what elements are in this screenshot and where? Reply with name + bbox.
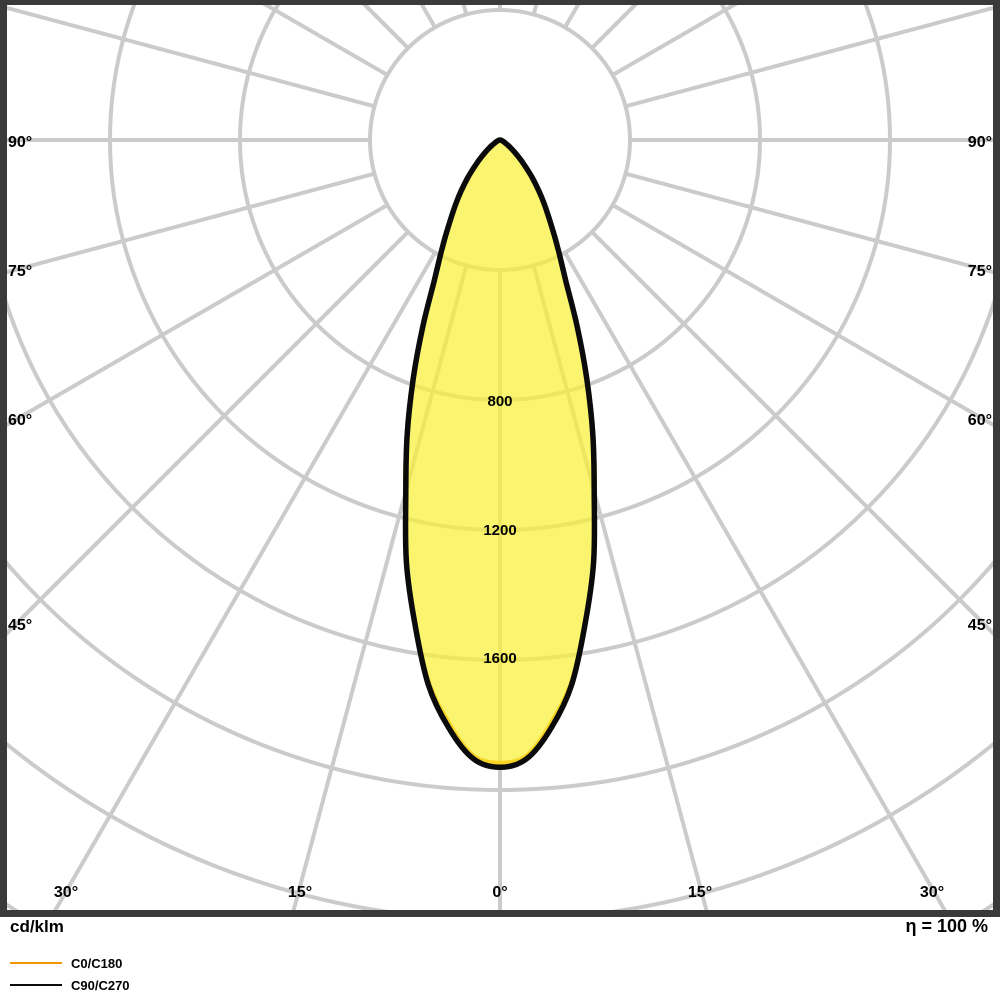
- angle-label-right-45: 45°: [967, 617, 992, 634]
- legend-swatch-c0c180: [10, 962, 62, 964]
- angle-label-left-90: 90°: [8, 134, 33, 151]
- legend-item-c0c180: C0/C180: [10, 952, 130, 974]
- angle-label-bottom-30R: 30°: [919, 884, 945, 901]
- angle-label-right-60: 60°: [967, 412, 992, 429]
- radial-label-800: 800: [487, 393, 513, 410]
- angle-label-right-90: 90°: [967, 134, 992, 151]
- efficiency-label: η = 100 %: [905, 916, 988, 936]
- beam-curve-c90-c270: [402, 137, 598, 771]
- angle-label-bottom-30L: 30°: [53, 884, 79, 901]
- angle-label-left-75: 75°: [8, 263, 33, 280]
- plot-frame: [0, 0, 1000, 917]
- angle-label-bottom-15L: 15°: [287, 884, 313, 901]
- legend-swatch-c90c270: [10, 984, 62, 986]
- legend: C0/C180 C90/C270: [10, 952, 130, 996]
- radial-label-1600: 1600: [483, 650, 517, 667]
- angle-label-left-60: 60°: [8, 412, 33, 429]
- legend-item-c90c270: C90/C270: [10, 974, 130, 996]
- legend-label-c90c270: C90/C270: [71, 977, 130, 993]
- unit-label: cd/klm: [10, 917, 64, 936]
- radial-label-1200: 1200: [483, 522, 517, 539]
- angle-label-bottom-0: 0°: [492, 884, 508, 901]
- angle-label-left-45: 45°: [8, 617, 33, 634]
- angle-label-right-75: 75°: [967, 263, 992, 280]
- beam-lobe-fill: [405, 140, 595, 768]
- angle-label-bottom-15R: 15°: [687, 884, 713, 901]
- legend-label-c0c180: C0/C180: [71, 955, 123, 971]
